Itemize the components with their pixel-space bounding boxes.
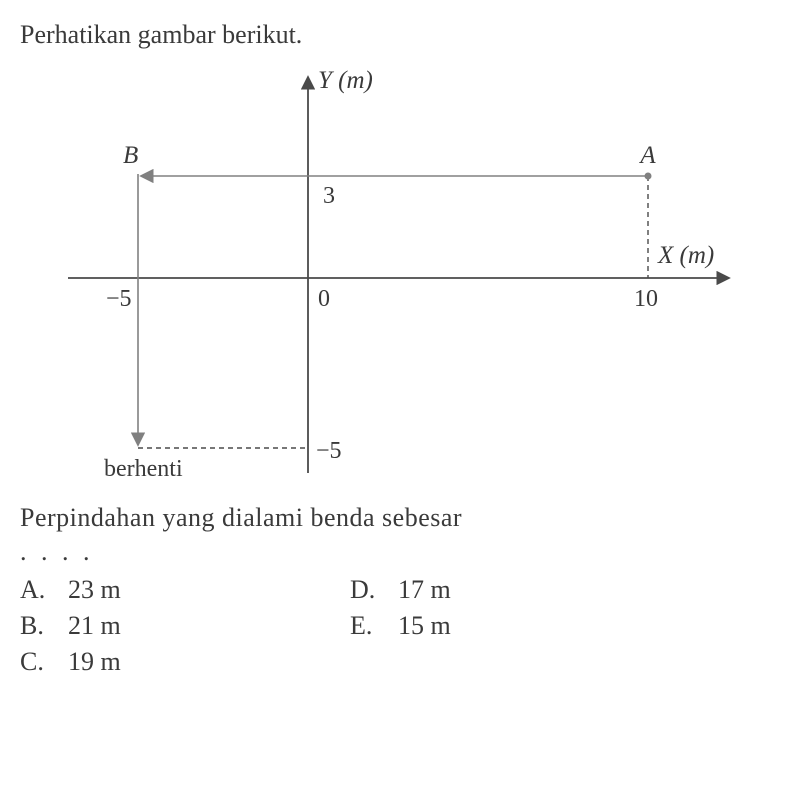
option-c: C. 19 m xyxy=(20,647,290,677)
x-axis-label: X (m) xyxy=(657,242,714,269)
option-b: B. 21 m xyxy=(20,611,290,641)
option-e-text: 15 m xyxy=(398,611,451,641)
options-grid: A. 23 m D. 17 m B. 21 m E. 15 m C. 19 m xyxy=(20,575,620,677)
point-a-marker xyxy=(644,173,651,180)
answer-prompt: Perpindahan yang dialami benda sebesar xyxy=(20,498,775,537)
tick-y-neg5: −5 xyxy=(316,438,342,464)
option-e: E. 15 m xyxy=(350,611,620,641)
option-d-letter: D. xyxy=(350,575,398,605)
label-a: A xyxy=(638,142,656,169)
option-c-text: 19 m xyxy=(68,647,121,677)
label-b: B xyxy=(123,142,138,169)
question-intro: Perhatikan gambar berikut. xyxy=(20,20,775,50)
option-d: D. 17 m xyxy=(350,575,620,605)
vector-chart: Y (m) X (m) A B 3 −5 −5 0 10 berhenti xyxy=(48,58,748,488)
option-a-letter: A. xyxy=(20,575,68,605)
option-b-letter: B. xyxy=(20,611,68,641)
tick-x-neg5: −5 xyxy=(106,286,132,312)
y-axis-label: Y (m) xyxy=(318,67,373,94)
option-e-letter: E. xyxy=(350,611,398,641)
option-a-text: 23 m xyxy=(68,575,121,605)
option-c-letter: C. xyxy=(20,647,68,677)
tick-x-0: 0 xyxy=(318,286,330,312)
label-berhenti: berhenti xyxy=(104,456,183,482)
tick-x-10: 10 xyxy=(634,286,658,312)
option-a: A. 23 m xyxy=(20,575,290,605)
tick-y-3: 3 xyxy=(323,183,335,209)
option-b-text: 21 m xyxy=(68,611,121,641)
option-d-text: 17 m xyxy=(398,575,451,605)
ellipsis-dots: . . . . xyxy=(20,537,775,567)
chart-svg: Y (m) X (m) A B 3 −5 −5 0 10 berhenti xyxy=(48,58,748,488)
